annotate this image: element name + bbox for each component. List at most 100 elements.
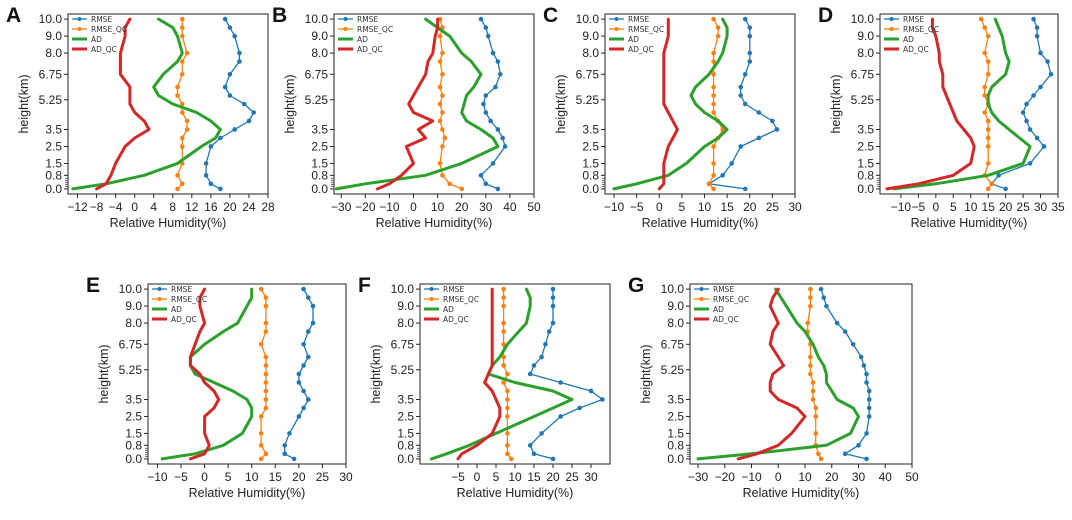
data-point — [440, 144, 445, 149]
data-point — [808, 303, 813, 309]
data-point — [258, 286, 264, 292]
y-tick-label: 6.75 — [661, 337, 685, 351]
x-tick-label: −30 — [688, 470, 709, 484]
data-point — [1027, 127, 1033, 132]
data-point — [437, 161, 443, 166]
plot-frame — [604, 13, 796, 195]
series-line-rmse — [205, 18, 255, 190]
data-point — [711, 16, 716, 22]
data-point — [179, 110, 185, 115]
data-point — [251, 110, 257, 115]
data-point — [282, 443, 288, 448]
y-tick-label: 10.0 — [119, 282, 143, 296]
data-point — [263, 451, 269, 457]
data-point — [550, 303, 556, 309]
series-line-rmse — [708, 18, 778, 190]
series-line-rmse — [991, 18, 1052, 190]
data-point — [864, 456, 869, 462]
data-point — [282, 451, 288, 457]
data-point — [864, 431, 869, 436]
data-point — [1034, 135, 1040, 141]
data-point — [301, 286, 306, 292]
series-line-ad — [612, 17, 729, 191]
x-tick-label: 24 — [242, 200, 256, 214]
x-axis-label: Relative Humidity(%) — [189, 486, 306, 500]
data-point — [711, 71, 716, 77]
data-point — [310, 303, 316, 309]
x-tick-label: 30 — [584, 470, 598, 484]
y-tick-label: 1.5 — [125, 426, 142, 440]
data-point — [437, 59, 443, 64]
y-tick-label: 8.0 — [582, 46, 599, 60]
data-point — [437, 84, 443, 90]
x-tick-label: 30 — [339, 470, 353, 484]
x-tick-label: 28 — [261, 200, 275, 214]
x-tick-label: −30 — [331, 200, 352, 214]
data-point — [985, 161, 991, 166]
series-line-ad — [71, 17, 222, 191]
data-point — [301, 405, 306, 411]
data-point — [756, 110, 762, 115]
y-tick-label: 5.25 — [391, 363, 415, 377]
x-tick-label: 25 — [1016, 200, 1030, 214]
y-tick-label: 0.0 — [857, 182, 874, 196]
data-point — [546, 329, 552, 334]
series-line-ad-qc — [736, 287, 807, 461]
data-point — [577, 405, 582, 411]
data-point — [501, 341, 506, 347]
data-point — [1034, 25, 1040, 30]
data-point — [982, 84, 988, 90]
y-tick-label: 0.8 — [311, 168, 328, 182]
legend-entry: RMSE_QC — [628, 25, 664, 34]
x-tick-label: −5 — [912, 200, 926, 214]
data-point — [982, 110, 988, 115]
y-tick-label: 10.0 — [576, 12, 600, 26]
data-point — [222, 16, 228, 22]
data-point — [501, 354, 506, 360]
x-tick-label: 20 — [999, 200, 1013, 214]
data-point — [310, 320, 316, 326]
legend-marker — [157, 287, 162, 291]
data-point — [203, 161, 209, 166]
data-point — [1048, 71, 1054, 77]
data-point — [501, 295, 506, 300]
data-point — [179, 59, 185, 64]
data-point — [774, 127, 780, 132]
data-point — [756, 135, 762, 141]
data-point — [437, 33, 443, 39]
x-axis-label: Relative Humidity(%) — [110, 216, 227, 230]
data-point — [495, 127, 501, 132]
data-point — [501, 363, 506, 368]
panel-label: A — [6, 4, 21, 27]
data-point — [996, 173, 1001, 178]
legend-marker — [343, 27, 348, 31]
y-tick-label: 10.0 — [39, 12, 63, 26]
data-point — [539, 354, 544, 360]
data-point — [495, 186, 501, 192]
y-tick-label: 2.5 — [667, 409, 684, 423]
data-point — [179, 25, 185, 30]
data-point — [437, 101, 443, 107]
data-point — [742, 101, 748, 107]
data-point — [982, 50, 988, 56]
data-point — [985, 135, 991, 141]
data-point — [501, 380, 506, 385]
data-point — [711, 110, 716, 115]
data-point — [1024, 118, 1029, 124]
data-point — [440, 71, 445, 77]
y-tick-label: 3.5 — [45, 122, 62, 136]
data-point — [715, 33, 721, 39]
y-tick-label: 0.8 — [857, 168, 874, 182]
data-point — [1024, 101, 1029, 107]
y-tick-label: 5.25 — [39, 93, 63, 107]
data-point — [485, 33, 491, 39]
panel-label: F — [358, 274, 371, 297]
data-point — [982, 93, 988, 98]
data-point — [263, 397, 269, 402]
data-point — [505, 388, 510, 394]
data-point — [287, 431, 292, 436]
x-tick-label: −5 — [451, 470, 465, 484]
series-line-ad-qc — [456, 287, 502, 461]
data-point — [808, 354, 813, 360]
data-point — [550, 286, 556, 292]
